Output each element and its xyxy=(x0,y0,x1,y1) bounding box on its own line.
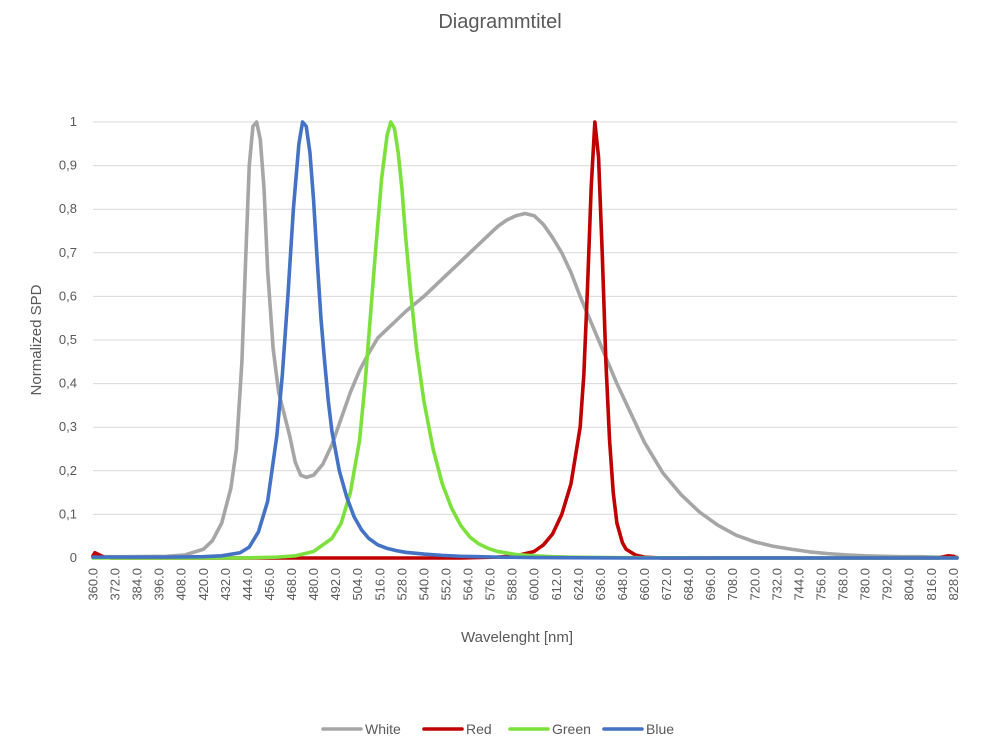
y-tick-label: 0,9 xyxy=(59,158,77,173)
legend-label-green: Green xyxy=(552,721,591,737)
grid-lines xyxy=(93,121,957,559)
x-tick-label: 804.0 xyxy=(902,568,917,601)
x-tick-label: 540.0 xyxy=(416,568,431,601)
x-tick-label: 432.0 xyxy=(218,568,233,601)
legend-label-blue: Blue xyxy=(646,721,674,737)
x-tick-label: 444.0 xyxy=(240,568,255,601)
x-tick-label: 480.0 xyxy=(306,568,321,601)
x-tick-label: 636.0 xyxy=(593,568,608,601)
x-tick-label: 672.0 xyxy=(659,568,674,601)
legend-label-white: White xyxy=(365,721,401,737)
x-tick-label: 372.0 xyxy=(108,568,123,601)
x-tick-label: 588.0 xyxy=(505,568,520,601)
x-tick-label: 396.0 xyxy=(152,568,167,601)
x-tick-label: 780.0 xyxy=(858,568,873,601)
y-tick-label: 0,3 xyxy=(59,419,77,434)
x-tick-label: 456.0 xyxy=(262,568,277,601)
x-tick-label: 384.0 xyxy=(130,568,145,601)
x-tick-label: 624.0 xyxy=(571,568,586,601)
y-tick-label: 0,2 xyxy=(59,463,77,478)
chart-title: Diagrammtitel xyxy=(438,11,561,33)
x-tick-label: 552.0 xyxy=(438,568,453,601)
x-tick-label: 408.0 xyxy=(174,568,189,601)
x-axis-label: Wavelenght [nm] xyxy=(461,629,573,646)
x-tick-label: 756.0 xyxy=(813,568,828,601)
series-line-blue xyxy=(91,120,959,560)
y-tick-label: 0,1 xyxy=(59,506,77,521)
x-tick-label: 816.0 xyxy=(924,568,939,601)
x-tick-label: 600.0 xyxy=(527,568,542,601)
y-axis-label: Normalized SPD xyxy=(28,284,45,395)
legend-label-red: Red xyxy=(466,721,492,737)
x-tick-label: 564.0 xyxy=(461,568,476,601)
y-tick-label: 0,6 xyxy=(59,288,77,303)
x-tick-label: 660.0 xyxy=(637,568,652,601)
series-line-green xyxy=(91,120,959,560)
x-tick-label: 696.0 xyxy=(703,568,718,601)
x-tick-label: 576.0 xyxy=(483,568,498,601)
y-tick-label: 0 xyxy=(70,550,77,565)
series-line-white xyxy=(91,120,959,559)
y-tick-label: 0,5 xyxy=(59,332,77,347)
x-tick-label: 708.0 xyxy=(725,568,740,601)
series-lines xyxy=(91,120,959,560)
x-tick-label: 792.0 xyxy=(880,568,895,601)
x-tick-label: 360.0 xyxy=(86,568,101,601)
x-axis-ticks: 360.0 372.0 384.0 396.0 408.0 420.0 432.0 444.0… xyxy=(86,568,961,601)
legend: White Red Green Blue xyxy=(321,721,674,737)
x-tick-label: 720.0 xyxy=(747,568,762,601)
y-tick-label: 0,4 xyxy=(59,376,77,391)
y-tick-label: 0,7 xyxy=(59,245,77,260)
x-tick-label: 516.0 xyxy=(372,568,387,601)
x-tick-label: 468.0 xyxy=(284,568,299,601)
x-tick-label: 492.0 xyxy=(328,568,343,601)
y-tick-label: 1 xyxy=(70,114,77,129)
x-tick-label: 768.0 xyxy=(836,568,851,601)
x-tick-label: 420.0 xyxy=(196,568,211,601)
x-tick-label: 528.0 xyxy=(394,568,409,601)
x-tick-label: 648.0 xyxy=(615,568,630,601)
x-tick-label: 504.0 xyxy=(350,568,365,601)
x-tick-label: 684.0 xyxy=(681,568,696,601)
x-tick-label: 744.0 xyxy=(791,568,806,601)
x-tick-label: 612.0 xyxy=(549,568,564,601)
x-tick-label: 828.0 xyxy=(946,568,961,601)
y-tick-label: 0,8 xyxy=(59,201,77,216)
y-axis-ticks: 0 0,1 0,2 0,3 0,4 0,5 0,6 0,7 0,8 0,9 1 xyxy=(59,114,77,565)
x-tick-label: 732.0 xyxy=(769,568,784,601)
